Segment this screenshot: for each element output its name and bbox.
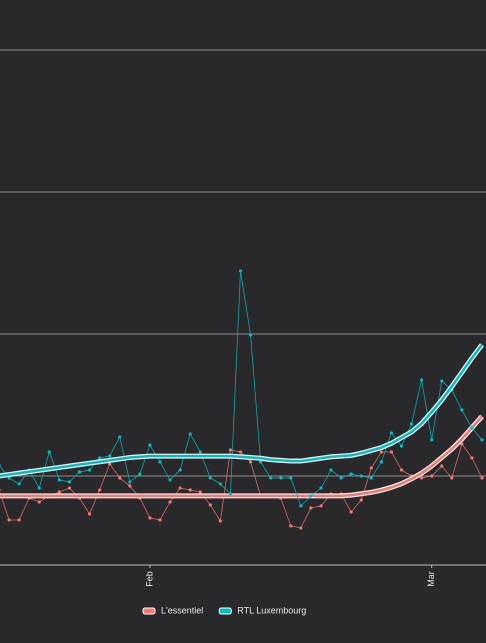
point (178, 468, 182, 472)
legend-swatch (142, 607, 156, 615)
point (299, 504, 303, 508)
legend-label: L'essentiel (161, 605, 203, 615)
point (248, 333, 253, 337)
point (178, 486, 182, 490)
point (269, 476, 273, 480)
point (118, 435, 122, 439)
point (389, 450, 394, 454)
point (359, 474, 363, 478)
smooth-line (0, 415, 483, 498)
point (148, 516, 152, 520)
point (349, 472, 353, 476)
point (57, 478, 61, 482)
point (279, 476, 283, 480)
point (329, 468, 333, 472)
point (87, 512, 92, 516)
point (359, 498, 363, 502)
point (188, 432, 192, 436)
point (389, 431, 394, 435)
point (77, 470, 82, 474)
point (198, 490, 202, 494)
point (17, 518, 21, 522)
point (0, 488, 1, 492)
point (319, 504, 323, 508)
legend-label: RTL Luxembourg (237, 605, 306, 615)
point (289, 524, 293, 528)
point (379, 450, 383, 454)
point (47, 450, 51, 454)
point (470, 456, 474, 460)
point (430, 438, 434, 442)
point (118, 476, 122, 480)
point (128, 480, 132, 484)
point (399, 468, 404, 472)
point (168, 478, 172, 482)
point (98, 488, 102, 492)
point (440, 379, 444, 383)
x-tick-label: Feb (144, 571, 154, 587)
point (128, 484, 132, 488)
point (57, 490, 61, 494)
point (148, 443, 152, 447)
point (259, 460, 263, 464)
point (67, 486, 72, 490)
point (218, 482, 222, 486)
smooth-line (0, 343, 483, 478)
point (480, 476, 484, 480)
point (158, 460, 162, 464)
point (238, 450, 243, 454)
point (37, 486, 41, 490)
point (37, 500, 41, 504)
point (198, 450, 202, 454)
point (228, 448, 233, 452)
point (158, 518, 162, 522)
point (319, 486, 323, 490)
point (399, 444, 404, 448)
point (0, 463, 1, 467)
point (138, 472, 142, 476)
x-tick-label: Mar (426, 571, 436, 587)
legend: L'essentiel RTL Luxembourg (142, 605, 306, 615)
point (67, 480, 72, 484)
point (349, 510, 353, 514)
point (420, 476, 424, 480)
point (450, 476, 454, 480)
point (87, 468, 92, 472)
point (299, 526, 303, 530)
point (98, 456, 102, 460)
point (289, 476, 293, 480)
point (470, 426, 474, 430)
point (460, 408, 464, 412)
point (369, 466, 373, 470)
point (228, 492, 233, 496)
point (208, 476, 212, 480)
legend-swatch (218, 607, 232, 615)
point (309, 494, 313, 498)
point (108, 462, 112, 466)
point (248, 460, 253, 464)
point (17, 482, 21, 486)
point (379, 460, 383, 464)
point (339, 476, 343, 480)
point (108, 454, 112, 458)
point (430, 474, 434, 478)
point (238, 269, 243, 273)
point (409, 422, 414, 426)
point (440, 464, 444, 468)
point (309, 506, 313, 510)
point (420, 378, 424, 382)
point (369, 476, 373, 480)
point (7, 518, 11, 522)
point (218, 519, 222, 523)
point (480, 438, 484, 442)
point (188, 488, 192, 492)
point (168, 500, 172, 504)
point (208, 503, 212, 507)
